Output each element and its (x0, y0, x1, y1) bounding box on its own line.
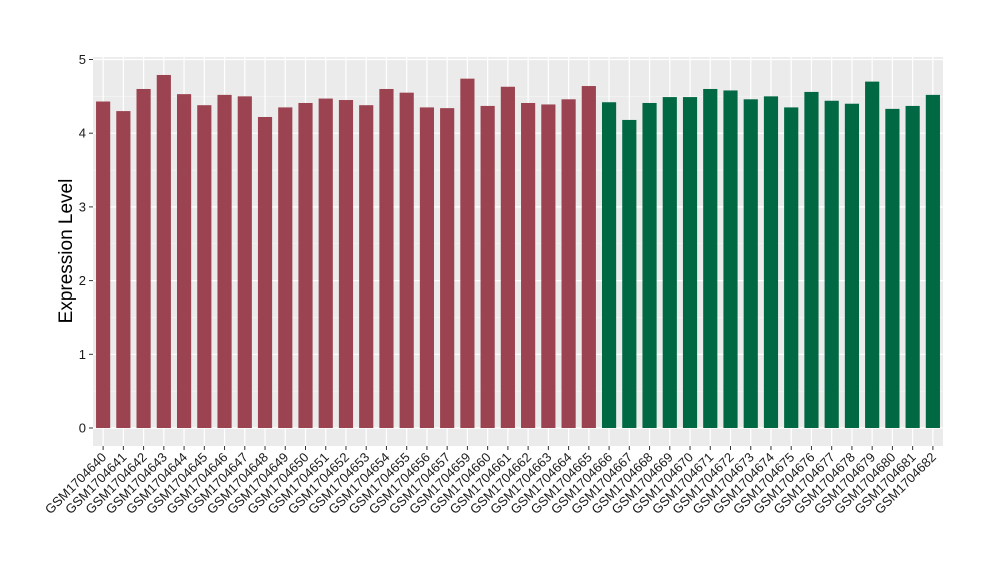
bar-GSM1704650 (298, 102, 313, 428)
bar-GSM1704656 (419, 107, 435, 428)
bar-GSM1704648 (257, 116, 273, 429)
bar-GSM1704670 (682, 97, 698, 428)
bar-GSM1704666 (601, 102, 617, 428)
bar-GSM1704653 (359, 105, 374, 428)
bar-GSM1704660 (480, 105, 495, 428)
y-tick-label: 2 (79, 273, 86, 288)
bar-GSM1704672 (723, 90, 738, 428)
bar-GSM1704682 (925, 94, 940, 428)
bar-GSM1704681 (905, 105, 920, 428)
y-tick-label: 5 (79, 52, 86, 67)
x-axis: GSM1704640GSM1704641GSM1704642GSM1704643… (42, 446, 939, 517)
bar-GSM1704641 (116, 111, 131, 428)
bar-GSM1704667 (622, 119, 637, 429)
bar-GSM1704647 (237, 96, 252, 428)
bar-GSM1704674 (763, 96, 779, 428)
bar-GSM1704654 (379, 88, 394, 428)
bar-GSM1704678 (844, 103, 860, 428)
y-tick-label: 4 (79, 126, 86, 141)
bar-GSM1704669 (662, 97, 677, 428)
bar-GSM1704671 (703, 88, 718, 428)
bar-GSM1704668 (642, 102, 657, 428)
bar-GSM1704677 (824, 100, 839, 428)
bar-GSM1704643 (156, 74, 171, 429)
y-tick-label: 0 (79, 421, 86, 436)
y-tick-label: 1 (79, 347, 86, 362)
bar-GSM1704651 (318, 98, 333, 428)
bar-GSM1704675 (784, 107, 799, 428)
y-axis-title: Expression Level (56, 179, 77, 324)
y-axis: 0 1 2 3 4 5 (79, 52, 93, 436)
bar-GSM1704662 (521, 102, 536, 428)
bar-GSM1704646 (217, 94, 232, 428)
bar-GSM1704676 (804, 91, 819, 428)
bar-GSM1704659 (460, 78, 475, 429)
bar-GSM1704655 (399, 92, 414, 428)
bar-GSM1704640 (96, 101, 111, 428)
bar-GSM1704680 (885, 108, 900, 428)
bar-GSM1704642 (136, 88, 151, 428)
bar-GSM1704649 (278, 107, 293, 428)
bar-GSM1704645 (197, 105, 212, 428)
bar-GSM1704661 (500, 86, 515, 429)
bar-GSM1704665 (581, 86, 596, 429)
bar-GSM1704679 (865, 81, 880, 429)
bars (96, 74, 940, 429)
bar-GSM1704644 (176, 94, 192, 428)
bar-GSM1704652 (338, 100, 354, 428)
bar-GSM1704663 (541, 104, 556, 428)
bar-GSM1704657 (440, 108, 455, 428)
y-tick-label: 3 (79, 199, 86, 214)
plot-panel (93, 57, 943, 446)
bar-GSM1704664 (561, 99, 576, 428)
bar-GSM1704673 (743, 99, 758, 428)
